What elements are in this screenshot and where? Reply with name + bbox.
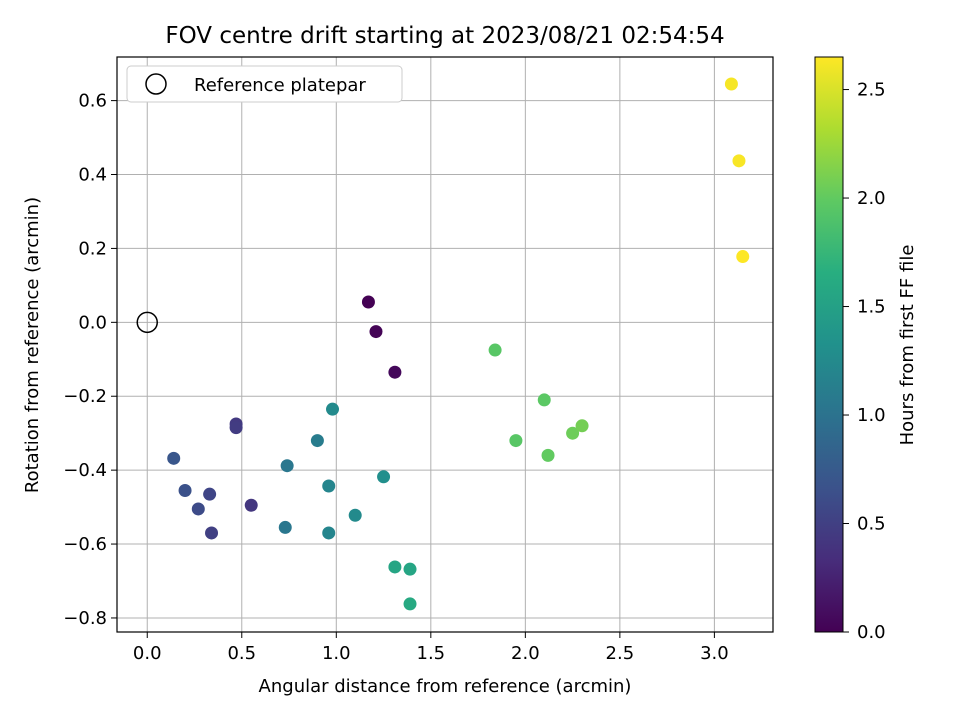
data-point [732,154,746,168]
y-tick-label: −0.8 [63,608,107,629]
x-tick-label: 0.0 [133,643,162,664]
data-point [537,393,551,407]
data-point [736,250,750,264]
data-point [403,562,417,576]
y-tick-label: 0.4 [78,165,107,186]
x-tick-label: 1.0 [322,643,351,664]
data-point [541,448,555,462]
data-point [178,483,192,497]
y-tick-label: −0.4 [63,460,107,481]
colorbar-tick-label: 1.5 [857,297,886,318]
legend: Reference platepar [126,65,403,103]
legend-box [126,65,403,103]
data-point [191,502,205,516]
y-tick-label: −0.2 [63,386,107,407]
colorbar: 0.0 0.5 1.0 1.5 2.0 2.5 Hours from first FF f… [814,56,918,643]
data-point [322,479,336,493]
data-point [203,487,217,501]
y-tick-label: 0.2 [78,238,107,259]
data-point [278,520,292,534]
data-point [280,459,294,473]
chart-title: FOV centre drift starting at 2023/08/21 … [165,23,724,49]
x-axis-label: Angular distance from reference (arcmin) [259,676,632,697]
data-point [575,419,589,433]
data-point [509,434,523,448]
colorbar-ticks: 0.0 0.5 1.0 1.5 2.0 2.5 [843,80,886,643]
y-tick-label: 0.0 [78,312,107,333]
data-point [388,560,402,574]
data-point [377,470,391,484]
data-point [369,325,383,339]
data-point [488,343,502,357]
colorbar-tick-label: 2.5 [857,80,886,101]
y-tick-label: −0.6 [63,534,107,555]
legend-reference-marker [145,73,167,95]
data-point [167,451,181,465]
data-point [229,421,243,435]
data-point [388,365,402,379]
data-point [310,434,324,448]
colorbar-tick-label: 2.0 [857,188,886,209]
data-point [361,295,375,309]
y-axis-label: Rotation from reference (arcmin) [22,197,43,493]
y-axis-ticks: −0.8 −0.6 −0.4 −0.2 0.0 0.2 0.4 0.6 [63,91,117,629]
colorbar-tick-label: 0.5 [857,514,886,535]
data-point [326,402,340,416]
x-axis-ticks: 0.0 0.5 1.0 1.5 2.0 2.5 3.0 [133,632,729,664]
grid-lines [117,57,773,632]
data-point [205,526,219,540]
data-point [403,597,417,611]
colorbar-tick-label: 1.0 [857,405,886,426]
colorbar-label: Hours from first FF file [897,245,918,446]
colorbar-tick-label: 0.0 [857,622,886,643]
x-tick-label: 3.0 [700,643,729,664]
plot-frame [116,56,774,633]
reference-platepar-marker [136,311,158,334]
data-point [322,526,336,540]
data-point [724,77,738,91]
y-tick-label: 0.6 [78,91,107,112]
x-tick-label: 2.0 [511,643,540,664]
data-point [566,426,580,440]
data-points [136,77,750,611]
data-point [348,508,362,522]
x-tick-label: 0.5 [227,643,256,664]
x-tick-label: 2.5 [606,643,635,664]
legend-reference-label: Reference platepar [194,75,366,96]
colorbar-gradient [814,56,844,633]
x-tick-label: 1.5 [417,643,446,664]
data-point [244,498,258,512]
